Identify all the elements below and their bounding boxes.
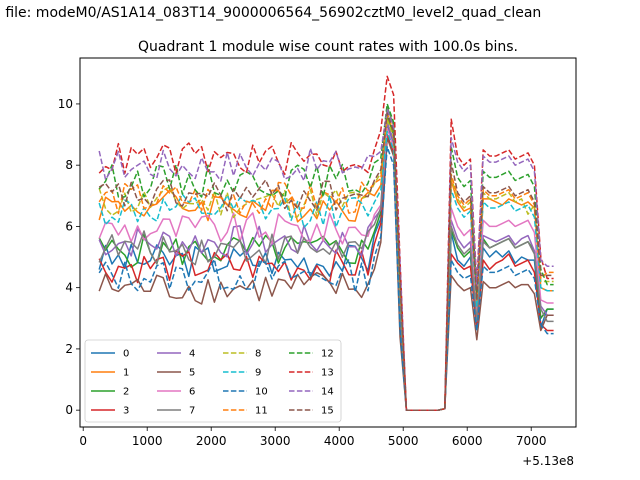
x-tick-label-2000: 2000: [196, 434, 227, 448]
legend-label-15: 15: [321, 406, 334, 417]
legend-label-9: 9: [255, 368, 261, 379]
series-line-15: [98, 112, 554, 411]
series-line-10: [98, 146, 554, 411]
y-tick-label-0: 0: [65, 403, 73, 417]
series-line-5: [98, 136, 554, 411]
x-tick-label-0: 0: [79, 434, 87, 448]
y-tick-label-2: 2: [65, 342, 73, 356]
legend-label-5: 5: [189, 368, 195, 379]
x-tick-label-4000: 4000: [324, 434, 355, 448]
axes-frame: [79, 57, 577, 428]
legend-label-12: 12: [321, 349, 334, 360]
x-axis-ticks: 0 1000 2000 3000 4000 5000 6000 7000: [79, 427, 546, 448]
y-tick-label-6: 6: [65, 219, 73, 233]
x-axis-offset-text: +5.13e8: [522, 454, 574, 468]
legend-label-10: 10: [255, 387, 268, 398]
legend-label-8: 8: [255, 349, 261, 360]
x-tick-label-7000: 7000: [516, 434, 547, 448]
legend-label-1: 1: [123, 368, 129, 379]
legend-label-7: 7: [189, 406, 195, 417]
legend-label-13: 13: [321, 368, 334, 379]
legend-label-0: 0: [123, 349, 129, 360]
series-line-7: [98, 106, 554, 411]
series-line-9: [98, 130, 554, 411]
legend-label-11: 11: [255, 406, 268, 417]
series-lines: [98, 75, 554, 411]
series-line-11: [98, 112, 554, 411]
legend-label-2: 2: [123, 387, 129, 398]
x-tick-label-5000: 5000: [388, 434, 419, 448]
x-tick-label-6000: 6000: [452, 434, 483, 448]
legend-box: [84, 339, 342, 423]
y-tick-label-4: 4: [65, 281, 73, 295]
x-tick-label-3000: 3000: [260, 434, 291, 448]
figure-suptitle: n file: modeM0/AS1A14_083T14_9000006564_…: [0, 5, 541, 21]
legend-label-3: 3: [123, 406, 129, 417]
y-axis-ticks: 0 2 4 6 8 10: [58, 97, 80, 417]
y-tick-label-8: 8: [65, 158, 73, 172]
series-line-13: [98, 75, 554, 411]
legend-label-14: 14: [321, 387, 334, 398]
y-tick-label-10: 10: [58, 97, 73, 111]
series-line-14: [98, 109, 554, 411]
legend-label-4: 4: [189, 349, 195, 360]
x-tick-label-1000: 1000: [132, 434, 163, 448]
legend-label-6: 6: [189, 387, 195, 398]
chart-title: Quadrant 1 module wise count rates with …: [138, 39, 518, 55]
